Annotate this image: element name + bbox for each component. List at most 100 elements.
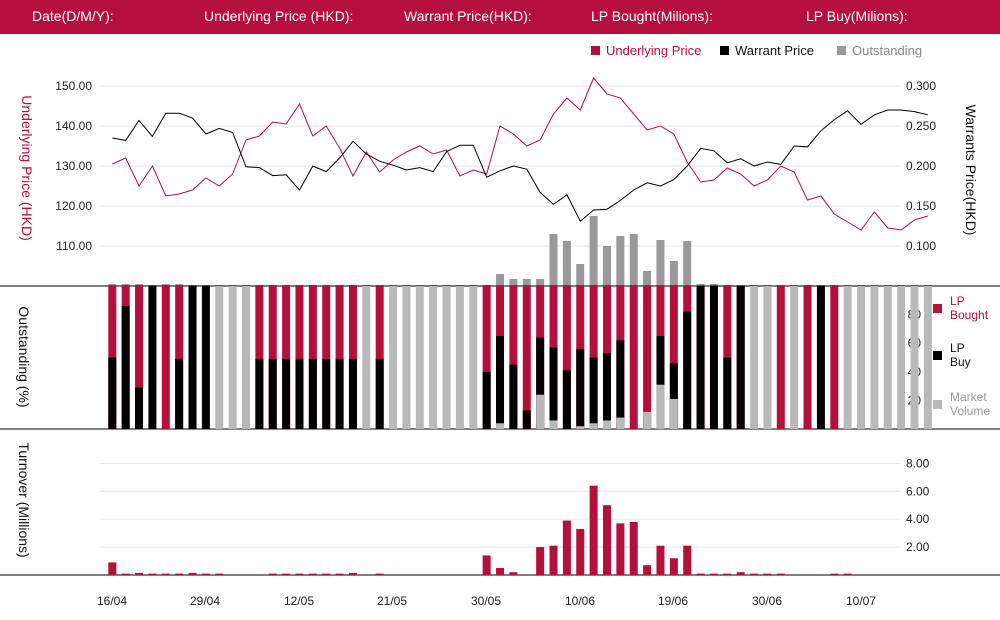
- legend-swatch: [837, 46, 846, 55]
- market-volume-bar: [228, 286, 237, 429]
- outstanding-bar: [496, 274, 505, 286]
- outstanding-bar: [669, 261, 678, 286]
- market-volume-bar: [576, 426, 585, 429]
- turnover-bar: [843, 573, 852, 575]
- lp-buy-bar: [295, 358, 304, 429]
- market-volume-bar: [923, 286, 932, 429]
- outstanding-bar: [509, 279, 518, 286]
- lp-buy-bar: [335, 358, 344, 429]
- lp-bought-bar: [643, 286, 652, 429]
- market-volume-bar: [656, 384, 665, 429]
- y-tick-left: 130.00: [55, 159, 92, 173]
- y-tick-turnover: 8.00: [906, 456, 930, 470]
- legend-label: Outstanding: [852, 43, 922, 58]
- turnover-bar: [335, 573, 344, 575]
- lp-buy-bar: [135, 387, 144, 429]
- turnover-bar: [562, 520, 571, 575]
- turnover-bar: [589, 485, 598, 575]
- y-axis-title-outstanding: Outstanding (%): [16, 306, 32, 407]
- market-volume-bar: [455, 286, 464, 429]
- turnover-bar: [348, 572, 357, 575]
- turnover-bar: [669, 558, 678, 575]
- turnover-bar: [268, 573, 277, 575]
- turnover-bar: [750, 573, 759, 575]
- y-axis-title-right: Warrants Price(HKD): [963, 105, 979, 236]
- outstanding-bar: [562, 241, 571, 286]
- turnover-bar: [830, 573, 839, 575]
- lp-buy-bar: [348, 358, 357, 429]
- legend-label-line1: LP: [950, 341, 965, 355]
- lp-bought-bar: [161, 286, 170, 429]
- lp-bought-bar: [803, 286, 812, 429]
- outstanding-bar: [161, 284, 170, 286]
- turnover-bar: [776, 573, 785, 575]
- turnover-bar: [188, 572, 197, 575]
- y-tick-right: 0.300: [906, 79, 936, 93]
- y-tick-turnover: 2.00: [906, 540, 930, 554]
- lp-buy-label: LP Buy(Milions):: [806, 8, 908, 24]
- market-volume-bar: [870, 286, 879, 429]
- lp-buy-bar: [723, 357, 732, 429]
- outstanding-bar: [629, 234, 638, 286]
- y-tick-turnover: 6.00: [906, 484, 930, 498]
- turnover-bar: [295, 573, 304, 575]
- outstanding-bar: [616, 236, 625, 286]
- turnover-bar: [656, 545, 665, 575]
- lp-bought-bar: [776, 286, 785, 429]
- market-volume-bar: [602, 420, 611, 429]
- market-volume-bar: [897, 286, 906, 429]
- lp-buy-bar: [736, 286, 745, 429]
- lp-bought-bar: [295, 286, 304, 429]
- lp-buy-bar: [375, 358, 384, 429]
- x-tick-label: 16/04: [97, 594, 127, 608]
- lp-buy-bar: [201, 286, 210, 429]
- turnover-bar: [602, 505, 611, 575]
- outstanding-bar: [683, 241, 692, 286]
- underlying-price-line: [112, 77, 929, 231]
- lp-buy-bar: [536, 337, 545, 429]
- x-tick-label: 10/06: [565, 594, 595, 608]
- lp-bought-bar: [482, 286, 491, 429]
- lp-buy-bar: [562, 370, 571, 429]
- y-tick-right: 0.100: [906, 239, 936, 253]
- turnover-bar: [161, 573, 170, 575]
- lp-bought-bar: [255, 286, 264, 429]
- turnover-bar: [496, 568, 505, 575]
- turnover-bar: [576, 528, 585, 575]
- y-tick-right: 0.250: [906, 119, 936, 133]
- outstanding-bar: [643, 271, 652, 286]
- turnover-bar: [696, 573, 705, 575]
- market-volume-bar: [536, 394, 545, 429]
- legend-swatch: [720, 46, 729, 55]
- outstanding-bar: [108, 284, 117, 286]
- x-tick-label: 30/06: [752, 594, 782, 608]
- lp-bought-bar: [509, 286, 518, 429]
- lp-buy-bar: [576, 348, 585, 429]
- outstanding-bar: [522, 279, 531, 286]
- market-volume-bar: [643, 411, 652, 429]
- market-volume-bar: [402, 286, 411, 429]
- market-volume-bar: [242, 286, 250, 429]
- outstanding-bar: [135, 284, 144, 286]
- turnover-bar: [683, 545, 692, 575]
- lp-buy-bar: [616, 340, 625, 429]
- turnover-bar: [509, 572, 518, 575]
- warrant-chart: 150.00 140.00 130.00 120.00 110.00 0.300 0.250…: [0, 43, 1000, 608]
- lp-bought-bar: [629, 286, 638, 429]
- y-axis-title-left: Underlying Price (HKD): [19, 95, 35, 240]
- market-volume-bar: [750, 286, 759, 429]
- y-tick-left: 120.00: [55, 199, 92, 213]
- lp-buy-bar: [322, 358, 331, 429]
- market-volume-bar: [910, 286, 919, 429]
- outstanding-bar: [121, 284, 130, 286]
- lp-buy-bar: [709, 286, 718, 429]
- lp-bought-bar: [669, 286, 678, 429]
- outstanding-bar: [175, 284, 184, 286]
- outstanding-bar: [576, 264, 585, 286]
- market-volume-bar: [763, 286, 772, 429]
- lp-buy-bar: [509, 364, 518, 429]
- y-tick-left: 110.00: [56, 239, 92, 253]
- lp-bought-bar: [282, 286, 291, 429]
- date-label: Date(D/M/Y):: [32, 8, 114, 24]
- legend-label-line2: Volume: [950, 404, 990, 418]
